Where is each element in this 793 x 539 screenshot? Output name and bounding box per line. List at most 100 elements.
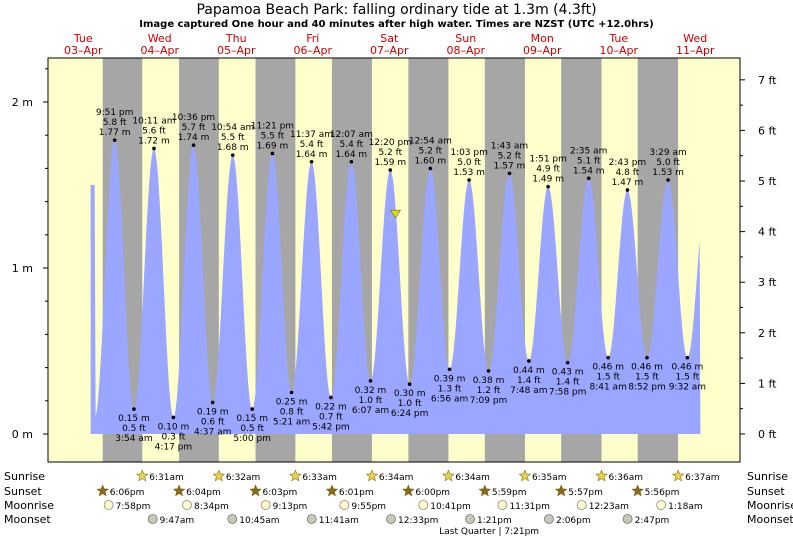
row-label-left: Sunset: [4, 485, 42, 498]
low-tide-time: 4:17 pm: [155, 442, 193, 452]
day-of-week-label: Wed: [148, 32, 172, 45]
high-tide-time: 10:54 am: [211, 123, 254, 133]
high-tide-time: 12:20 pm: [369, 138, 412, 148]
high-tide-point: [349, 159, 354, 164]
low-tide-metres: 0.46 m: [631, 363, 663, 373]
high-tide-point: [152, 146, 156, 151]
row-label-right: Sunset: [747, 485, 785, 498]
low-tide-metres: 0.44 m: [513, 366, 545, 376]
sunrise-time: 6:35am: [532, 473, 567, 483]
low-tide-time: 6:24 pm: [391, 409, 429, 419]
right-tick-label: 5 ft: [758, 175, 777, 188]
high-tide-metres: 1.74 m: [178, 133, 210, 143]
moonset-time: 1:21pm: [477, 516, 512, 526]
low-tide-metres: 0.15 m: [236, 414, 268, 424]
sunset-time: 6:01pm: [339, 488, 374, 498]
moonset-moon-icon: [147, 514, 158, 524]
row-label-right: Moonrise: [747, 499, 793, 512]
sunrise-star-icon: [442, 469, 455, 482]
right-tick-label: 7 ft: [758, 74, 777, 87]
low-tide-point: [171, 415, 176, 420]
high-tide-metres: 1.47 m: [612, 178, 644, 188]
low-tide-point: [606, 355, 610, 360]
moonrise-time: 1:18am: [668, 502, 703, 512]
high-tide-feet: 5.0 ft: [457, 158, 481, 168]
moonset-time: 2:06pm: [556, 516, 591, 526]
moonset-time: 10:45am: [239, 516, 279, 526]
day-of-week-label: Wed: [683, 32, 707, 45]
current-tide-triangle: [389, 209, 402, 219]
low-tide-feet: 0.3 ft: [162, 432, 186, 442]
sunset-star-icon: [554, 484, 568, 497]
low-tide-point: [250, 407, 254, 411]
moonrise-time: 7:58pm: [116, 502, 151, 512]
high-tide-feet: 5.4 ft: [340, 140, 364, 150]
moonset-moon-icon: [622, 514, 633, 524]
day-of-week-label: Tue: [608, 32, 628, 45]
moonset-moon-icon: [465, 514, 475, 524]
high-tide-time: 12:54 am: [409, 136, 452, 146]
high-tide-feet: 5.4 ft: [300, 140, 324, 150]
high-tide-point: [507, 171, 512, 176]
low-tide-metres: 0.25 m: [276, 398, 308, 408]
high-tide-feet: 4.9 ft: [536, 165, 560, 175]
low-tide-metres: 0.38 m: [473, 376, 505, 386]
row-label-left: Sunrise: [4, 470, 45, 483]
sunset-time: 6:00pm: [415, 488, 450, 498]
high-tide-feet: 5.5 ft: [221, 133, 245, 143]
high-tide-point: [625, 188, 630, 192]
date-label: 08–Apr: [446, 44, 485, 57]
high-tide-feet: 4.8 ft: [616, 168, 640, 178]
right-tick-label: 6 ft: [758, 124, 777, 137]
moonset-time: 9:47am: [160, 516, 195, 526]
high-tide-feet: 5.7 ft: [182, 123, 206, 133]
sunrise-time: 6:37am: [685, 473, 720, 483]
right-tick-label: 4 ft: [758, 226, 777, 239]
low-tide-metres: 0.32 m: [355, 386, 387, 396]
left-tick-label: 0 m: [12, 428, 33, 441]
high-tide-metres: 1.59 m: [374, 158, 406, 168]
tide-area: [90, 140, 701, 434]
sunrise-time: 6:32am: [226, 473, 261, 483]
high-tide-metres: 1.60 m: [415, 156, 447, 166]
high-tide-time: 10:11 am: [132, 116, 175, 126]
high-tide-time: 2:35 am: [570, 146, 607, 156]
sunset-time: 5:56pm: [645, 488, 680, 498]
low-tide-metres: 0.15 m: [118, 414, 150, 424]
row-label-left: Moonrise: [4, 499, 54, 512]
moonrise-moon-icon: [260, 500, 271, 510]
high-tide-feet: 5.1 ft: [577, 156, 601, 166]
moonset-time: 2:47pm: [635, 516, 670, 526]
high-tide-metres: 1.64 m: [336, 150, 368, 160]
sunset-star-icon: [631, 484, 645, 497]
low-tide-feet: 1.5 ft: [676, 373, 700, 383]
low-tide-feet: 1.4 ft: [517, 376, 541, 386]
sunrise-time: 6:31am: [149, 473, 184, 483]
moonrise-moon-icon: [418, 500, 429, 510]
moonset-moon-icon: [306, 514, 317, 524]
sunset-star-icon: [96, 484, 110, 497]
moonset-moon-icon: [227, 514, 238, 524]
moonrise-moon-icon: [103, 500, 114, 510]
high-tide-time: 1:51 pm: [529, 155, 567, 165]
high-tide-metres: 1.64 m: [296, 150, 328, 160]
moonrise-time: 12:23am: [589, 502, 629, 512]
sunset-time: 5:57pm: [568, 488, 603, 498]
high-tide-feet: 5.6 ft: [142, 126, 166, 136]
low-tide-feet: 1.0 ft: [398, 399, 422, 409]
sunrise-star-icon: [289, 469, 302, 482]
sunrise-time: 6:36am: [609, 473, 644, 483]
right-tick-label: 3 ft: [758, 276, 777, 289]
low-tide-point: [210, 400, 215, 405]
date-label: 03–Apr: [64, 44, 103, 57]
low-tide-metres: 0.10 m: [158, 422, 190, 432]
low-tide-time: 9:32 am: [669, 383, 706, 393]
high-tide-point: [666, 178, 670, 182]
low-tide-feet: 1.0 ft: [359, 396, 383, 406]
moonrise-time: 9:55pm: [351, 502, 386, 512]
low-tide-feet: 1.3 ft: [438, 384, 462, 394]
row-label-right: Moonset: [747, 513, 793, 526]
date-label: 07–Apr: [370, 44, 409, 57]
right-tick-label: 0 ft: [758, 428, 777, 441]
